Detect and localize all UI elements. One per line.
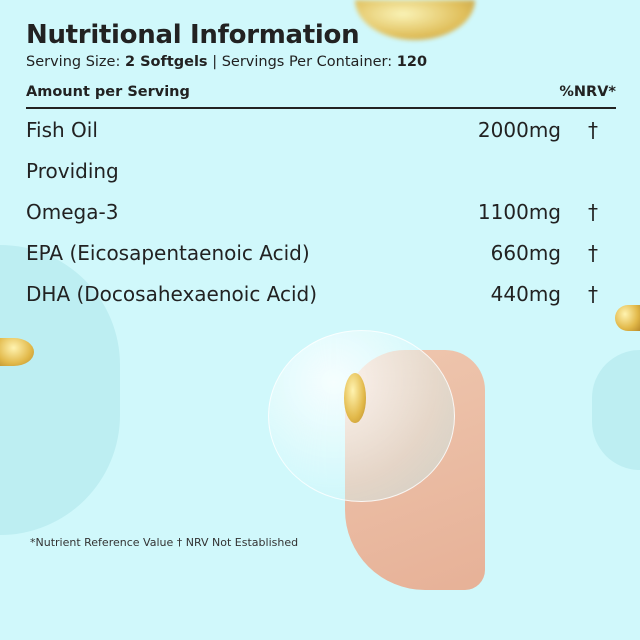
table-row: EPA (Eicosapentaenoic Acid) 660mg †: [26, 240, 598, 265]
nutrient-table: Fish Oil 2000mg † Providing Omega-3 1100mg †…: [26, 109, 616, 314]
nutrition-panel: Nutritional Information Serving Size: 2 …: [26, 20, 616, 314]
table-row: Fish Oil 2000mg †: [26, 117, 598, 142]
table-row: Providing: [26, 158, 119, 183]
footnote: *Nutrient Reference Value † NRV Not Esta…: [30, 536, 299, 549]
table-header: Amount per Serving %NRV*: [26, 84, 616, 109]
table-row: Omega-3 1100mg †: [26, 199, 598, 224]
table-row: DHA (Docosahexaenoic Acid) 440mg †: [26, 281, 598, 306]
decorative-circle: [592, 350, 640, 470]
softgel-capsule-image: [615, 305, 640, 331]
softgel-capsule-image: [344, 373, 366, 423]
softgel-capsule-image: [0, 338, 34, 366]
page-title: Nutritional Information: [26, 20, 360, 50]
serving-info: Serving Size: 2 Softgels | Servings Per …: [26, 54, 428, 70]
